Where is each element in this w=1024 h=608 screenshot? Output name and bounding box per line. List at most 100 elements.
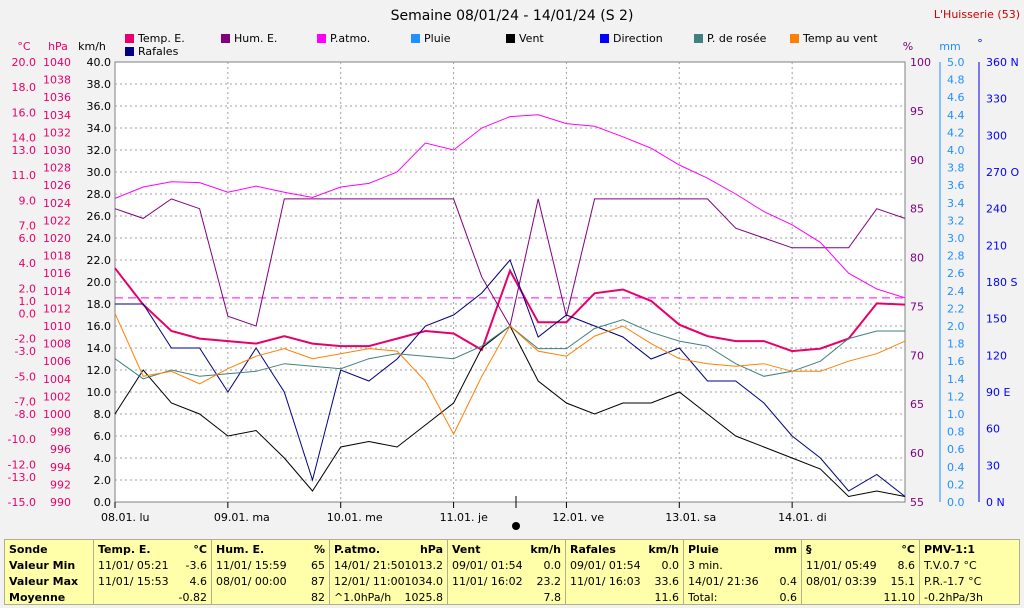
min-time: 09/01/ 01:54 [570,559,641,572]
table-row: 82 [216,590,325,605]
press-tick-label: 1040 [43,56,71,69]
press-tick-label: 1010 [43,320,71,333]
rain-tick-label: 4.8 [947,74,965,87]
hum-tick-label: 65 [910,398,924,411]
legend-swatch [506,34,515,43]
axis-ticks: 20.018.016.014.013.011.09.07.06.04.02.01… [8,56,1020,509]
day-label: 14.01. di [778,511,827,524]
section-title: Vent [452,543,481,556]
row-label-sonde: Sonde [9,543,48,556]
legend-swatch [125,47,134,56]
day-label: 11.01. je [440,511,489,524]
avg-label: Total: [688,591,718,604]
hum-tick-label: 90 [910,154,924,167]
dir-tick-label: 0 N [986,496,1005,509]
avg-label: ^1.0hPa/h [334,591,392,604]
min-time: 3 min. [688,559,723,572]
table-section: Pluie mm 3 min. 14/01/ 21:36 0.4 Total: 0.6 [683,540,801,604]
rain-tick-label: 4.6 [947,91,965,104]
min-value: 8.6 [897,559,916,572]
table-row: § °C [806,542,915,557]
table-row: Temp. E. °C [98,542,207,557]
table-section: PMV-1:1 T.V.0.7 °C P.R.-1.7 °C -0.2hPa/3h [919,540,1019,604]
max-value: 4.6 [189,575,208,588]
day-label: 10.01. me [327,511,383,524]
legend-label: Rafales [138,45,179,58]
legend-label: Direction [613,32,663,45]
dir-tick-label: 240 [986,203,1007,216]
legend-label: Hum. E. [234,32,277,45]
min-time: T.V.0.7 °C [924,559,977,572]
dir-tick-label: 90 E [986,386,1010,399]
wind-tick-label: 12.0 [87,364,112,377]
row-label-min: Valeur Min [9,559,76,572]
max-time: P.R.-1.7 °C [924,575,982,588]
temp-tick-label: 4.0 [19,257,37,270]
table-row: -0.82 [98,590,207,605]
rain-tick-label: 1.2 [947,390,965,403]
table-row: 7.8 [452,590,562,605]
legend-swatch [125,34,134,43]
press-tick-label: 1006 [43,355,71,368]
temp-tick-label: 18.0 [12,81,37,94]
section-unit: hPa [419,543,443,556]
temp-tick-label: 20.0 [12,56,37,69]
table-row: 11/01/ 15:59 65 [216,558,325,573]
dir-tick-label: 330 [986,93,1007,106]
table-row: PMV-1:1 [924,542,1015,557]
section-title: P.atmo. [334,543,381,556]
rain-tick-label: 4.2 [947,126,965,139]
rain-tick-label: 4.0 [947,144,965,157]
temp-tick-label: -12.0 [8,458,36,471]
wind-tick-label: 36.0 [87,100,112,113]
press-tick-label: 1008 [43,338,71,351]
station-name: L'Huisserie (53) [934,8,1020,21]
wind-tick-label: 4.0 [94,452,112,465]
chart-title: Semaine 08/01/24 - 14/01/24 (S 2) [391,8,634,24]
legend-swatch [694,34,703,43]
temp-tick-label: 0.0 [19,307,37,320]
press-tick-label: 1004 [43,373,71,386]
section-unit: °C [901,543,915,556]
temp-tick-label: -10.0 [8,433,36,446]
dir-tick-label: 150 [986,313,1007,326]
press-tick-label: 992 [50,478,71,491]
hum-tick-label: 100 [910,56,931,69]
hum-tick-label: 80 [910,252,924,265]
summary-table: Sonde Valeur Min Valeur Max Moyenne Temp… [4,539,1020,605]
max-value: 15.1 [890,575,916,588]
legend-swatch [317,34,326,43]
temp-tick-label: -2.0 [15,333,36,346]
avg-value: 0.6 [779,591,798,604]
min-time: 11/01/ 15:59 [216,559,287,572]
wind-tick-label: 22.0 [87,254,112,267]
temp-tick-label: -5.0 [15,370,36,383]
min-value: -3.6 [185,559,207,572]
press-tick-label: 1026 [43,179,71,192]
wind-tick-label: 26.0 [87,210,112,223]
day-label: 08.01. lu [101,511,150,524]
hum-unit-label: % [903,40,913,53]
legend-label: Vent [519,32,544,45]
table-section: Temp. E. °C 11/01/ 05:21 -3.6 11/01/ 15:53 4.… [93,540,211,604]
wind-tick-label: 32.0 [87,144,112,157]
press-tick-label: 1038 [43,74,71,87]
press-tick-label: 1034 [43,109,71,122]
temp-tick-label: 7.0 [19,219,37,232]
table-row: 12/01/ 11:00 1034.0 [334,574,443,589]
dir-tick-label: 180 S [986,276,1017,289]
dir-tick-label: 60 [986,423,1000,436]
day-label: 12.01. ve [552,511,604,524]
table-row: -0.2hPa/3h [924,590,1015,605]
temp-tick-label: 2.0 [19,282,37,295]
press-tick-label: 1012 [43,302,71,315]
wind-tick-label: 6.0 [94,430,112,443]
wind-unit-label: km/h [78,40,106,53]
rain-tick-label: 2.6 [947,267,965,280]
wind-tick-label: 34.0 [87,122,112,135]
press-tick-label: 1030 [43,144,71,157]
max-time: 11/01/ 15:53 [98,575,169,588]
wind-tick-label: 40.0 [87,56,112,69]
rain-tick-label: 3.4 [947,197,965,210]
rain-tick-label: 3.0 [947,232,965,245]
